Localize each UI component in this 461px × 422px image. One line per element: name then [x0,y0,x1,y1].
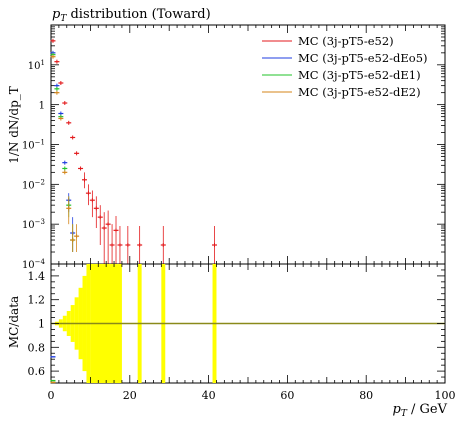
upper-y-tick-label: 10−3 [22,218,45,231]
data-point [50,38,56,43]
data-point [54,86,60,91]
upper-y-tick-label: 10−1 [22,139,45,152]
upper-y-tick-label: 1 [39,101,45,112]
chart-title: pT distribution (Toward) [52,7,211,24]
data-point [54,90,60,95]
data-point [54,59,60,64]
legend-entry: MC (3j-pT5-e52) [298,34,394,48]
ratio-y-tick-label: 0.6 [28,365,46,378]
data-point [89,190,95,218]
data-point [62,166,68,171]
data-point [137,225,143,264]
data-point [58,116,64,121]
data-point [74,224,80,253]
data-point [113,216,119,264]
data-point [109,224,115,264]
data-point [70,224,76,253]
x-tick-label: 80 [359,389,373,402]
ratio-panel: 0.6 0.8 1 1.2 1.4 0 20 40 60 80 100 MC/data pT / … [7,263,456,419]
data-point [50,54,56,59]
data-point [62,170,68,175]
data-point [93,196,99,229]
upper-y-tick-label: 10−2 [22,178,45,191]
x-tick-label: 40 [202,389,216,402]
data-point [58,80,64,85]
ratio-y-axis-label: MC/data [7,296,21,348]
ratio-y-tick-label: 1 [38,318,45,331]
data-point [66,196,72,225]
data-point [66,120,72,125]
data-point [105,210,111,264]
data-point [212,225,218,264]
data-point [125,225,131,264]
x-tick-label: 0 [48,389,55,402]
data-point [74,151,80,156]
data-point [101,212,107,264]
legend: MC (3j-pT5-e52) MC (3j-pT5-e52-dEo5) MC (3… [262,34,428,99]
data-point [62,101,68,106]
x-axis-label: pT / GeV [393,402,448,419]
data-point [97,205,103,245]
x-tick-label: 100 [435,389,456,402]
ratio-y-tick-label: 1.4 [28,270,46,283]
data-point [81,172,87,189]
data-point [117,225,123,264]
legend-entry: MC (3j-pT5-e52-dE1) [298,68,421,82]
upper-y-axis-label: 1/N dN/dp_T [7,86,21,164]
upper-y-tick-label: 101 [28,59,45,72]
data-point [70,135,76,140]
upper-panel: 10−4 10−3 10−2 10−1 1 101 1/N dN/dp_T MC (3j-… [7,24,446,271]
ratio-y-tick-label: 0.8 [28,341,46,354]
x-tick-label: 60 [280,389,294,402]
data-point [85,184,91,206]
legend-entry: MC (3j-pT5-e52-dEo5) [298,51,428,65]
data-point [62,160,68,165]
x-tick-label: 20 [123,389,137,402]
ratio-y-tick-label: 1.2 [28,294,46,307]
upper-y-tick-label: 10−4 [22,258,46,271]
data-point [78,166,84,171]
data-point [160,225,166,264]
legend-entry: MC (3j-pT5-e52-dE2) [298,85,421,99]
